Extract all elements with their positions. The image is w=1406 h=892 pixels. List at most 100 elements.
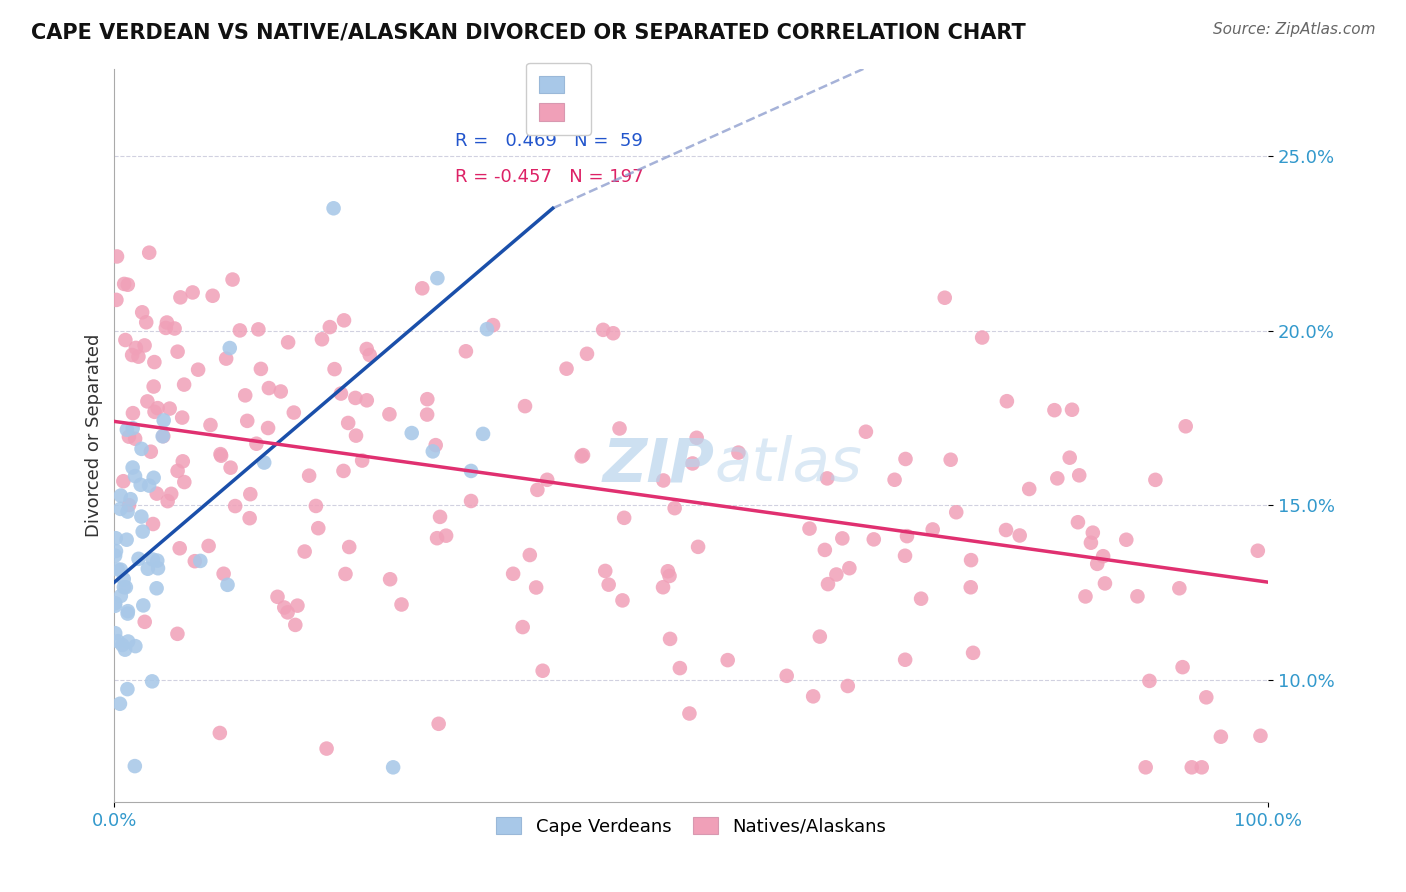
Point [575, 347, 598, 361]
Point [128, 551, 150, 566]
Point [319, 320, 342, 334]
Point [896, 529, 918, 543]
Point [166, 464, 188, 478]
Point [315, 741, 337, 756]
Point [209, 449, 232, 463]
Point [104, 626, 127, 640]
Point [1074, 590, 1097, 604]
Point [117, 682, 139, 697]
Point [658, 569, 681, 583]
Point [323, 362, 346, 376]
Point [1067, 515, 1090, 529]
Point [329, 386, 352, 401]
Point [118, 430, 141, 444]
Point [434, 529, 457, 543]
Point [825, 567, 848, 582]
Point [1247, 543, 1270, 558]
Point [1174, 419, 1197, 434]
Point [127, 350, 149, 364]
Point [921, 523, 943, 537]
Point [115, 580, 138, 594]
Point [613, 511, 636, 525]
Point [910, 591, 932, 606]
Point [454, 344, 477, 359]
Point [1059, 450, 1081, 465]
Point [337, 540, 360, 554]
Point [593, 564, 616, 578]
Point [808, 630, 831, 644]
Point [688, 540, 710, 554]
Point [894, 653, 917, 667]
Point [112, 474, 135, 488]
Point [134, 615, 156, 629]
Point [814, 542, 837, 557]
Point [122, 406, 145, 420]
Point [110, 589, 132, 603]
Point [335, 566, 357, 581]
Point [142, 471, 165, 485]
Point [609, 421, 631, 435]
Point [142, 516, 165, 531]
Point [163, 321, 186, 335]
Point [247, 322, 270, 336]
Point [143, 355, 166, 369]
Point [188, 554, 211, 568]
Point [652, 580, 675, 594]
Point [502, 566, 524, 581]
Point [131, 442, 153, 456]
Point [332, 464, 354, 478]
Point [960, 553, 983, 567]
Point [200, 417, 222, 432]
Point [134, 338, 156, 352]
Point [1191, 760, 1213, 774]
Point [294, 544, 316, 558]
Point [391, 598, 413, 612]
Point [136, 394, 159, 409]
Point [121, 348, 143, 362]
Point [250, 362, 273, 376]
Point [124, 639, 146, 653]
Point [208, 726, 231, 740]
Point [427, 716, 450, 731]
Point [284, 618, 307, 632]
Point [173, 475, 195, 489]
Point [1080, 535, 1102, 549]
Point [305, 499, 328, 513]
Point [224, 499, 246, 513]
Point [311, 332, 333, 346]
Point [426, 271, 449, 285]
Point [117, 277, 139, 292]
Point [146, 401, 169, 416]
Point [145, 486, 167, 500]
Point [104, 549, 127, 563]
Point [142, 552, 165, 566]
Point [245, 436, 267, 450]
Point [146, 553, 169, 567]
Point [512, 620, 534, 634]
Point [1043, 403, 1066, 417]
Point [160, 487, 183, 501]
Point [524, 581, 547, 595]
Point [460, 464, 482, 478]
Point [131, 509, 153, 524]
Point [1144, 473, 1167, 487]
Point [1135, 760, 1157, 774]
Point [472, 426, 495, 441]
Point [934, 291, 956, 305]
Point [273, 600, 295, 615]
Point [136, 562, 159, 576]
Point [159, 401, 181, 416]
Point [239, 511, 262, 525]
Point [1195, 690, 1218, 705]
Point [598, 577, 620, 591]
Point [1085, 557, 1108, 571]
Point [218, 341, 240, 355]
Point [105, 293, 128, 307]
Point [727, 445, 749, 459]
Point [111, 638, 134, 652]
Point [115, 533, 138, 547]
Point [124, 469, 146, 483]
Point [173, 377, 195, 392]
Point [862, 533, 884, 547]
Point [114, 333, 136, 347]
